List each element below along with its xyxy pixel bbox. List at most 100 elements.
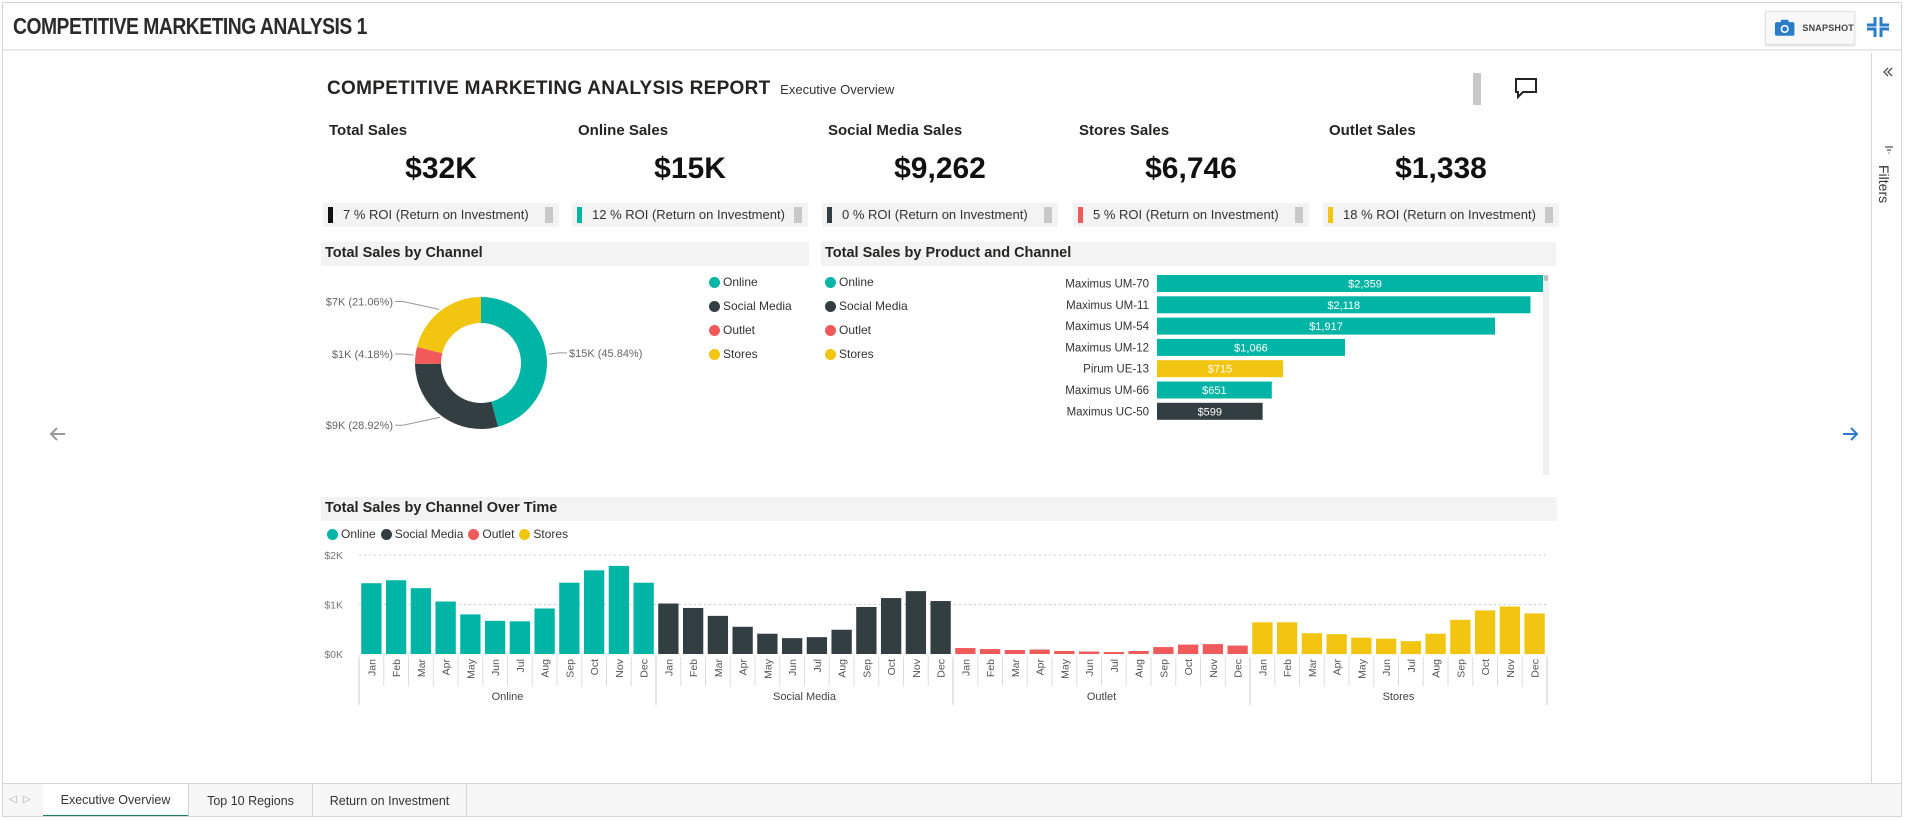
month-tick-label: Feb (391, 659, 403, 677)
legend-item-social-media[interactable]: Social Media (825, 294, 908, 318)
timeseries-bar (608, 565, 630, 654)
month-tick-label: Jul (515, 659, 527, 672)
month-tick-label: Apr (1035, 659, 1047, 676)
timeseries-bar (979, 649, 1001, 654)
timeseries-bar (1202, 644, 1224, 654)
timeseries-bar (781, 638, 803, 654)
legend-item-outlet[interactable]: Outlet (709, 318, 792, 342)
legend-item-social-media[interactable]: Social Media (380, 527, 463, 541)
month-tick-label: Nov (1208, 658, 1220, 677)
legend-label: Stores (533, 527, 569, 541)
month-tick-label: Oct (589, 659, 601, 675)
month-tick-label: Jul (1109, 659, 1121, 672)
month-tick-label: Sep (564, 659, 576, 678)
kpi-label: Total Sales (329, 122, 408, 139)
donut-leader-line (548, 352, 567, 355)
legend-item-stores[interactable]: Stores (709, 342, 792, 366)
timeseries-bar (1054, 651, 1075, 654)
month-tick-label: Mar (416, 659, 428, 678)
product-category-label: Maximus UC-50 (1067, 406, 1149, 418)
snapshot-button[interactable]: SNAPSHOT (1765, 11, 1855, 45)
timeseries-bar (1252, 622, 1273, 654)
tab-scroll-arrows[interactable]: ◁▷ (9, 794, 37, 805)
report-title-text: COMPETITIVE MARKETING ANALYSIS REPORT (327, 78, 771, 99)
timeseries-bar (1524, 613, 1545, 654)
kpi-label: Stores Sales (1079, 122, 1170, 139)
legend-item-stores[interactable]: Stores (825, 342, 908, 366)
collapse-chevrons-icon[interactable] (1882, 67, 1894, 77)
legend-item-online[interactable]: Online (327, 527, 376, 541)
timeseries-bar (460, 614, 481, 654)
product-chart-scrollbar[interactable] (1543, 275, 1549, 475)
month-tick-label: Dec (1530, 659, 1542, 678)
product-bar (1157, 338, 1345, 356)
previous-page-arrow-icon[interactable] (47, 423, 69, 445)
kpi-value: $9,262 (894, 152, 986, 185)
month-tick-label: Mar (1010, 659, 1022, 678)
product-bar-value-label: $715 (1208, 364, 1232, 376)
timeseries-bar (806, 637, 828, 654)
tab-executive-overview[interactable]: Executive Overview (43, 784, 189, 816)
timeseries-bar (633, 582, 654, 654)
tab-return-on-investment[interactable]: Return on Investment (313, 784, 467, 816)
legend-item-stores[interactable]: Stores (519, 527, 568, 541)
legend-label: Stores (839, 347, 874, 361)
timeseries-bar (1177, 644, 1199, 654)
legend-dot-outlet (709, 324, 720, 336)
timeseries-bar (1227, 645, 1248, 654)
y-tick-label: $1K (324, 600, 343, 612)
legend-item-online[interactable]: Online (825, 270, 908, 294)
timeseries-bar (682, 607, 704, 654)
legend-dot-outlet (825, 324, 836, 336)
product-bar-value-label: $2,118 (1327, 300, 1360, 312)
month-tick-label: Jan (960, 659, 972, 676)
timeseries-bar (1450, 619, 1471, 654)
legend-label: Outlet (839, 323, 872, 337)
timeseries-bar (1078, 651, 1100, 654)
comment-icon[interactable] (1513, 76, 1539, 100)
roi-indicator: 18 % ROI (Return on Investment) (1323, 203, 1559, 227)
filters-pane[interactable]: Filters (1871, 53, 1901, 783)
donut-leader-line (395, 353, 414, 356)
timeseries-bar (856, 606, 877, 654)
tab-top-10-regions[interactable]: Top 10 Regions (189, 784, 313, 816)
timeseries-bar (1301, 633, 1323, 654)
month-tick-label: Jan (1257, 659, 1269, 676)
scrollbar-thumb[interactable] (1544, 275, 1548, 281)
timeseries-bar (1499, 606, 1521, 654)
legend-item-outlet[interactable]: Outlet (825, 318, 908, 342)
product-category-label: Maximus UM-70 (1065, 279, 1149, 291)
roi-text: 12 % ROI (Return on Investment) (592, 207, 785, 222)
app-title: COMPETITIVE MARKETING ANALYSIS 1 (13, 13, 367, 39)
legend-label: Online (341, 527, 376, 541)
product-bar-chart[interactable]: Maximus UM-70 $2,359 Maximus UM-11 $2,118 Ma… (911, 271, 1547, 451)
timeseries-bar (831, 629, 852, 654)
month-tick-label: Sep (1158, 659, 1170, 678)
product-category-label: Maximus UM-12 (1065, 342, 1149, 354)
donut-data-label: $15K (45.84%) (569, 348, 642, 360)
timeseries-bar (534, 608, 555, 654)
month-tick-label: Jun (490, 659, 502, 676)
timeseries-bar-chart[interactable]: $0K $1K $2K Jan Feb Mar Apr May Jun Jul Aug Sep Oct N… (321, 547, 1557, 743)
month-tick-label: Apr (441, 659, 453, 676)
month-tick-label: Oct (886, 659, 898, 675)
month-tick-label: May (762, 658, 774, 679)
donut-data-label: $9K (28.92%) (326, 420, 393, 432)
legend-item-social-media[interactable]: Social Media (709, 294, 792, 318)
timeseries-bar (1474, 610, 1496, 654)
product-bar (1157, 360, 1284, 378)
month-tick-label: Nov (1505, 658, 1517, 677)
roi-end-mark (1545, 207, 1553, 223)
legend-item-online[interactable]: Online (709, 270, 792, 294)
timeseries-bar (559, 582, 580, 654)
donut-leader-line (395, 300, 440, 310)
exit-fullscreen-icon[interactable] (1865, 15, 1891, 39)
kpi-stores-sales: Stores Sales $6,746 5 % ROI (Return on I… (1071, 118, 1311, 238)
month-tick-label: Aug (837, 659, 849, 678)
month-tick-label: Mar (1307, 659, 1319, 678)
donut-chart[interactable]: $15K (45.84%) $9K (28.92%) $1K (4.18%) $7K … (321, 268, 711, 458)
next-page-arrow-icon[interactable] (1839, 423, 1861, 445)
timeseries-bar (707, 615, 729, 654)
month-tick-label: Nov (911, 658, 923, 677)
legend-item-outlet[interactable]: Outlet (468, 527, 514, 541)
